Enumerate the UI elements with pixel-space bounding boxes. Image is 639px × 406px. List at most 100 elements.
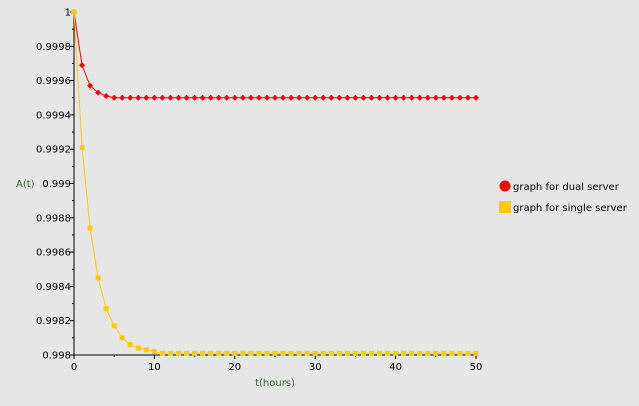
data-point xyxy=(304,350,310,356)
data-point xyxy=(119,335,125,341)
data-point xyxy=(119,94,126,101)
data-point xyxy=(328,94,335,101)
data-point xyxy=(320,94,327,101)
data-point xyxy=(312,94,319,101)
legend-marker-square xyxy=(499,201,511,213)
data-point xyxy=(401,350,407,356)
data-point xyxy=(449,350,455,356)
data-point xyxy=(368,94,375,101)
data-point xyxy=(400,94,407,101)
data-point xyxy=(377,350,383,356)
y-tick-label: 0.998 xyxy=(42,351,71,362)
x-tick-label: 0 xyxy=(71,362,77,373)
data-point xyxy=(151,349,157,355)
y-tick-label: 0.9992 xyxy=(36,145,71,156)
data-point xyxy=(464,94,471,101)
legend-label: graph for dual server xyxy=(513,182,620,193)
data-point xyxy=(200,350,206,356)
data-point xyxy=(87,225,93,231)
legend: graph for dual server graph for single se… xyxy=(499,180,628,214)
data-point xyxy=(127,342,133,348)
data-point xyxy=(247,94,254,101)
data-point xyxy=(184,350,190,356)
data-point xyxy=(127,94,134,101)
data-point xyxy=(103,306,109,312)
data-point xyxy=(143,347,149,353)
data-point xyxy=(272,94,278,101)
data-point xyxy=(215,94,222,101)
data-point xyxy=(255,94,262,101)
data-point xyxy=(199,94,206,101)
data-point xyxy=(352,350,358,356)
y-tick-label: 0.9996 xyxy=(36,76,71,87)
data-point xyxy=(385,350,391,356)
legend-label: graph for single server xyxy=(513,203,628,214)
data-point xyxy=(103,93,110,100)
series-1 xyxy=(71,9,479,356)
data-point xyxy=(79,144,85,150)
data-point xyxy=(240,350,246,356)
x-tick-label: 40 xyxy=(389,362,402,373)
data-point xyxy=(71,9,77,15)
data-point xyxy=(417,350,423,356)
data-point xyxy=(312,350,318,356)
data-point xyxy=(135,345,141,351)
data-point xyxy=(296,350,302,356)
data-point xyxy=(248,350,254,356)
data-point xyxy=(328,350,334,356)
y-tick-label: 0.9988 xyxy=(36,213,71,224)
series-layer xyxy=(71,9,479,356)
data-point xyxy=(320,350,326,356)
data-point xyxy=(392,94,399,101)
data-point xyxy=(393,350,399,356)
data-point xyxy=(224,350,230,356)
data-point xyxy=(111,94,118,101)
data-point xyxy=(440,94,447,101)
data-point xyxy=(465,350,471,356)
legend-marker-circle xyxy=(499,180,511,192)
data-point xyxy=(344,94,351,101)
y-tick-label: 0.9998 xyxy=(36,42,71,53)
data-point xyxy=(264,350,270,356)
y-axis-title: A(t) xyxy=(16,179,35,190)
data-point xyxy=(183,94,190,101)
data-point xyxy=(167,94,174,101)
y-tick-label: 0.9982 xyxy=(36,316,71,327)
data-point xyxy=(191,94,198,101)
x-tick-label: 30 xyxy=(309,362,322,373)
y-tick-label: 0.999 xyxy=(42,179,71,190)
data-point xyxy=(231,94,238,101)
data-point xyxy=(280,350,286,356)
data-point xyxy=(288,350,294,356)
data-point xyxy=(352,94,359,101)
data-point xyxy=(95,89,102,96)
data-point xyxy=(409,350,415,356)
data-point xyxy=(143,94,150,101)
data-point xyxy=(296,94,303,101)
x-axis-title: t(hours) xyxy=(255,378,295,389)
data-point xyxy=(473,94,479,101)
data-point xyxy=(336,350,342,356)
y-tick-label: 0.9984 xyxy=(36,282,71,293)
data-point xyxy=(280,94,287,101)
data-point xyxy=(432,94,439,101)
data-point xyxy=(135,94,142,101)
data-point xyxy=(223,94,230,101)
data-point xyxy=(457,350,463,356)
data-point xyxy=(424,94,431,101)
data-point xyxy=(79,62,86,69)
data-point xyxy=(425,350,431,356)
data-point xyxy=(216,350,222,356)
data-point xyxy=(473,350,479,356)
data-point xyxy=(159,350,165,356)
data-point xyxy=(368,350,374,356)
data-point xyxy=(256,350,262,356)
data-point xyxy=(441,350,447,356)
data-point xyxy=(376,94,383,101)
data-point xyxy=(151,94,158,101)
data-point xyxy=(207,94,214,101)
data-point xyxy=(456,94,463,101)
data-point xyxy=(239,94,246,101)
